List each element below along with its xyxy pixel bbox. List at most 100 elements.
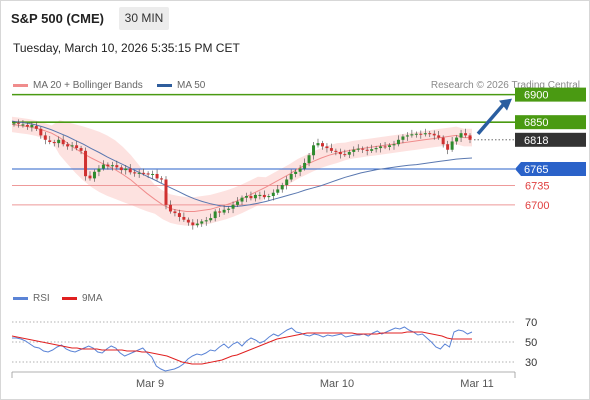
candle-body bbox=[392, 144, 396, 146]
candle-body bbox=[160, 178, 164, 180]
candle-body bbox=[267, 196, 271, 198]
candle-body bbox=[61, 139, 65, 145]
candle-body bbox=[236, 201, 240, 205]
level-label-6765-box bbox=[515, 162, 586, 177]
level-label-6818: 6818 bbox=[524, 135, 548, 147]
candle-body bbox=[155, 173, 159, 179]
candle-body bbox=[370, 149, 374, 151]
research-credit: Research © 2026 Trading Central bbox=[430, 80, 580, 91]
candle-body bbox=[177, 213, 181, 217]
level-label-6900-box bbox=[515, 87, 586, 102]
candle-body bbox=[173, 211, 177, 214]
legend-ma50-swatch bbox=[157, 84, 172, 87]
candle-body bbox=[75, 145, 79, 149]
level-label-6850-box bbox=[515, 115, 586, 130]
instrument-title: S&P 500 (CME) bbox=[11, 11, 104, 26]
candle-body bbox=[12, 123, 16, 125]
candle-body bbox=[204, 220, 208, 222]
candle-body bbox=[455, 137, 459, 142]
candle-body bbox=[271, 192, 275, 197]
candle-body bbox=[401, 136, 405, 140]
legend-ma50-label: MA 50 bbox=[177, 80, 206, 91]
x-tick-label-mar-10: Mar 10 bbox=[320, 378, 354, 390]
legend-9ma-label: 9MA bbox=[82, 293, 103, 304]
candle-body bbox=[124, 168, 128, 171]
rsi-tick-label-70: 70 bbox=[525, 317, 537, 329]
candle-body bbox=[48, 140, 52, 143]
candle-body bbox=[218, 211, 222, 213]
candle-body bbox=[106, 164, 110, 167]
level-label-6900: 6900 bbox=[524, 90, 548, 102]
candle-body bbox=[249, 196, 253, 199]
candle-body bbox=[347, 151, 351, 155]
candle-body bbox=[16, 122, 20, 124]
rsi-9ma-line bbox=[11, 331, 472, 365]
candle-body bbox=[320, 143, 324, 147]
candle-body bbox=[388, 145, 392, 147]
candle-body bbox=[115, 165, 119, 168]
level-label-6818-box bbox=[515, 132, 586, 147]
candle-body bbox=[200, 221, 204, 224]
candle-body bbox=[195, 223, 199, 226]
candle-body bbox=[70, 145, 74, 147]
candle-body bbox=[307, 155, 311, 163]
candle-body bbox=[119, 167, 123, 171]
candle-body bbox=[437, 135, 441, 138]
candle-body bbox=[432, 133, 436, 136]
candle-body bbox=[21, 124, 25, 126]
candle-body bbox=[209, 218, 213, 221]
candle-body bbox=[137, 172, 141, 174]
candle-body bbox=[57, 139, 61, 144]
candle-body bbox=[186, 219, 190, 223]
candle-body bbox=[459, 133, 463, 138]
candle-body bbox=[316, 143, 320, 146]
rsi-line bbox=[12, 326, 473, 372]
candle-body bbox=[168, 204, 172, 212]
candle-body bbox=[253, 194, 257, 199]
candle-body bbox=[97, 168, 101, 172]
candle-body bbox=[142, 172, 146, 174]
candle-body bbox=[289, 173, 293, 180]
chart-datetime: Tuesday, March 10, 2026 5:35:15 PM CET bbox=[13, 41, 240, 55]
rsi-tick-label-30: 30 bbox=[525, 357, 537, 369]
candle-body bbox=[428, 133, 432, 135]
candle-body bbox=[258, 194, 262, 196]
candle-body bbox=[280, 185, 284, 190]
candle-body bbox=[30, 124, 34, 128]
candle-body bbox=[262, 194, 266, 198]
candle-body bbox=[52, 142, 56, 144]
candle-body bbox=[110, 165, 114, 167]
candle-body bbox=[133, 172, 137, 174]
candle-body bbox=[88, 175, 92, 179]
candle-body bbox=[92, 171, 96, 179]
candle-body bbox=[338, 151, 342, 155]
legend-ma20-swatch bbox=[13, 84, 28, 87]
candle-body bbox=[240, 197, 244, 202]
candle-body bbox=[334, 150, 338, 152]
level-label-6765: 6765 bbox=[524, 164, 548, 176]
candle-body bbox=[325, 146, 329, 149]
candle-body bbox=[352, 149, 356, 152]
x-tick-label-mar-11: Mar 11 bbox=[460, 378, 493, 390]
candle-body bbox=[227, 208, 231, 210]
candle-body bbox=[423, 133, 427, 135]
candle-body bbox=[39, 128, 43, 136]
candle-body bbox=[343, 154, 347, 156]
candle-body bbox=[182, 216, 186, 220]
candle-body bbox=[446, 144, 450, 150]
candle-body bbox=[356, 148, 360, 150]
legend-9ma: 9MA bbox=[62, 293, 103, 304]
ma50-line bbox=[11, 120, 473, 207]
candle-body bbox=[25, 124, 29, 127]
legend-ma20: MA 20 + Bollinger Bands bbox=[13, 80, 143, 91]
candle-body bbox=[146, 173, 150, 175]
candle-body bbox=[464, 133, 468, 136]
candle-body bbox=[410, 134, 414, 136]
candle-body bbox=[383, 146, 387, 148]
candle-body bbox=[419, 133, 423, 135]
timeframe-button[interactable]: 30 MIN bbox=[119, 7, 169, 30]
candle-body bbox=[312, 145, 316, 156]
candle-body bbox=[66, 144, 70, 147]
candle-body bbox=[379, 146, 383, 149]
